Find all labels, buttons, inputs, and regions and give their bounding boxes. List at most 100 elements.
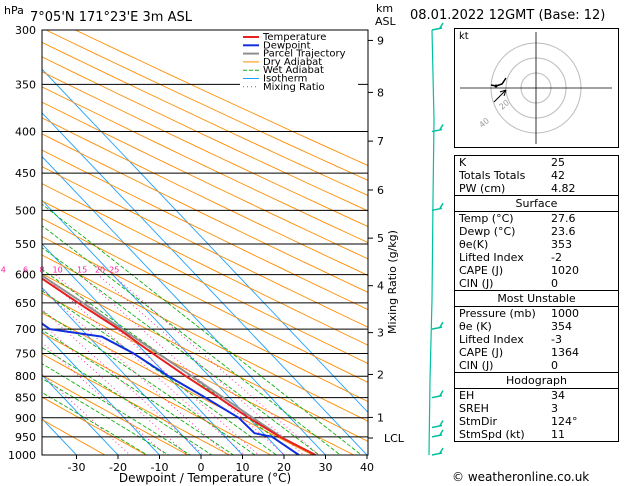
pressure-tick-label: 650 bbox=[15, 297, 36, 310]
mu-row: Pressure (mb) 1000 bbox=[455, 307, 618, 320]
dry-adiabat-line bbox=[42, 133, 368, 293]
dry-adiabat-line bbox=[42, 166, 368, 328]
mixing-ratio-line bbox=[42, 373, 131, 455]
dewpoint-line bbox=[42, 322, 300, 455]
dry-adiabat-line bbox=[42, 419, 106, 455]
credit-text: © weatheronline.co.uk bbox=[452, 470, 590, 484]
surface-label: Temp (°C) bbox=[459, 212, 514, 225]
mu-label: CIN (J) bbox=[459, 359, 494, 372]
dry-adiabat-line bbox=[42, 217, 368, 383]
pressure-tick-label: 900 bbox=[15, 412, 36, 425]
legend-entry: Wet Adiabat bbox=[263, 65, 324, 76]
hodograph-unit: kt bbox=[459, 31, 469, 42]
wet-adiabat-line bbox=[42, 268, 299, 455]
hodo-value: 3 bbox=[551, 402, 558, 415]
surface-row: Temp (°C) 27.6 bbox=[455, 212, 618, 225]
wind-barb bbox=[431, 447, 444, 456]
surface-row: Lifted Index -2 bbox=[455, 251, 618, 264]
x-tick-label: -30 bbox=[68, 461, 86, 474]
legend-entry: Isotherm bbox=[263, 74, 307, 85]
km-tick-label: 2 bbox=[377, 368, 384, 381]
mu-row: θe (K) 354 bbox=[455, 320, 618, 333]
mu-value: 0 bbox=[551, 359, 558, 372]
mu-value: 1000 bbox=[551, 307, 579, 320]
wind-barb bbox=[431, 420, 444, 429]
mixing-ratio-line bbox=[42, 341, 167, 455]
dry-adiabat-line bbox=[42, 312, 314, 455]
wind-barb bbox=[431, 390, 444, 399]
axes: 1234681015202530035040045050055060065070… bbox=[1, 24, 405, 485]
dry-adiabat-line bbox=[42, 353, 231, 455]
pressure-tick-label: 850 bbox=[15, 392, 36, 405]
x-tick-label: 40 bbox=[360, 461, 374, 474]
mixing-ratio-line bbox=[55, 274, 260, 455]
plot-frame bbox=[41, 29, 369, 456]
isotherm-line bbox=[0, 6, 10, 473]
surface-label: Dewp (°C) bbox=[459, 225, 516, 238]
wind-barb bbox=[431, 124, 444, 133]
pressure-tick-label: 500 bbox=[15, 204, 36, 217]
dry-adiabat-line bbox=[42, 292, 355, 455]
surface-value: -2 bbox=[551, 251, 562, 264]
dry-adiabat-line bbox=[44, 30, 368, 181]
index-row: K 25 bbox=[455, 156, 618, 169]
x-tick-label: -20 bbox=[109, 461, 127, 474]
mixing-ratio-line bbox=[42, 288, 228, 455]
isotherm-line bbox=[42, 155, 327, 455]
surface-label: θe(K) bbox=[459, 238, 489, 251]
km-tick-label: 9 bbox=[377, 34, 384, 47]
mixing-ratio-label: 4 bbox=[1, 266, 6, 275]
hodo-label: EH bbox=[459, 389, 475, 402]
mu-label: θe (K) bbox=[459, 320, 492, 333]
hodo-label: StmSpd (kt) bbox=[459, 428, 525, 441]
pressure-tick-label: 950 bbox=[15, 431, 36, 444]
km-tick-label: 1 bbox=[377, 411, 384, 424]
pressure-tick-label: 300 bbox=[15, 24, 36, 37]
hodo-value: 11 bbox=[551, 428, 565, 441]
hodo-row: StmDir 124° bbox=[455, 415, 618, 428]
mu-value: 354 bbox=[551, 320, 572, 333]
datetime-title: 08.01.2022 12GMT (Base: 12) bbox=[410, 8, 606, 23]
mixing-ratio-line bbox=[42, 308, 205, 455]
x-axis-label: Dewpoint / Temperature (°C) bbox=[119, 471, 291, 485]
legend-entry: Dewpoint bbox=[263, 40, 311, 51]
skewt-chart: 1234681015202530035040045050055060065070… bbox=[0, 6, 405, 485]
dry-adiabat-line bbox=[42, 200, 368, 365]
mu-label: CAPE (J) bbox=[459, 346, 504, 359]
surface-row: Dewp (°C) 23.6 bbox=[455, 225, 618, 238]
pressure-unit: hPa bbox=[4, 4, 24, 17]
mixing-ratio-label: 25 bbox=[109, 266, 119, 275]
mu-row: CIN (J) 0 bbox=[455, 359, 618, 372]
wind-barb-column bbox=[428, 22, 444, 456]
isotherm-line bbox=[42, 286, 202, 455]
mu-label: Lifted Index bbox=[459, 333, 524, 346]
surface-box: Surface Temp (°C) 27.6 Dewp (°C) 23.6 θe(K) 3… bbox=[454, 196, 619, 291]
wet-adiabat-line bbox=[42, 347, 213, 455]
dry-adiabat-line bbox=[42, 273, 368, 442]
wet-adiabat-line bbox=[42, 203, 363, 455]
pressure-tick-label: 450 bbox=[15, 167, 36, 180]
mixing-ratio-label: 10 bbox=[53, 266, 63, 275]
pressure-tick-label: 700 bbox=[15, 323, 36, 336]
hodo-row: SREH 3 bbox=[455, 402, 618, 415]
legend-entry: Dry Adiabat bbox=[263, 57, 322, 68]
mu-value: -3 bbox=[551, 333, 562, 346]
indices-panel: K 25 Totals Totals 42 PW (cm) 4.82 Surface Te… bbox=[454, 155, 619, 442]
index-value: 42 bbox=[551, 169, 565, 182]
hodo-label: StmDir bbox=[459, 415, 498, 428]
isobars bbox=[42, 29, 368, 456]
parcel-trajectory-line bbox=[42, 274, 316, 455]
mixing-ratio-line bbox=[111, 274, 320, 455]
wind-barb bbox=[431, 321, 444, 330]
mu-value: 1364 bbox=[551, 346, 579, 359]
surface-label: CIN (J) bbox=[459, 277, 494, 290]
storm-motion-arrow bbox=[493, 89, 507, 103]
legend-entry: Mixing Ratio bbox=[263, 82, 325, 93]
index-label: K bbox=[459, 156, 467, 169]
isotherm-line bbox=[42, 199, 285, 455]
km-unit: km bbox=[376, 2, 394, 15]
surface-value: 27.6 bbox=[551, 212, 576, 225]
pressure-tick-label: 550 bbox=[15, 238, 36, 251]
isotherm-line bbox=[42, 374, 119, 455]
